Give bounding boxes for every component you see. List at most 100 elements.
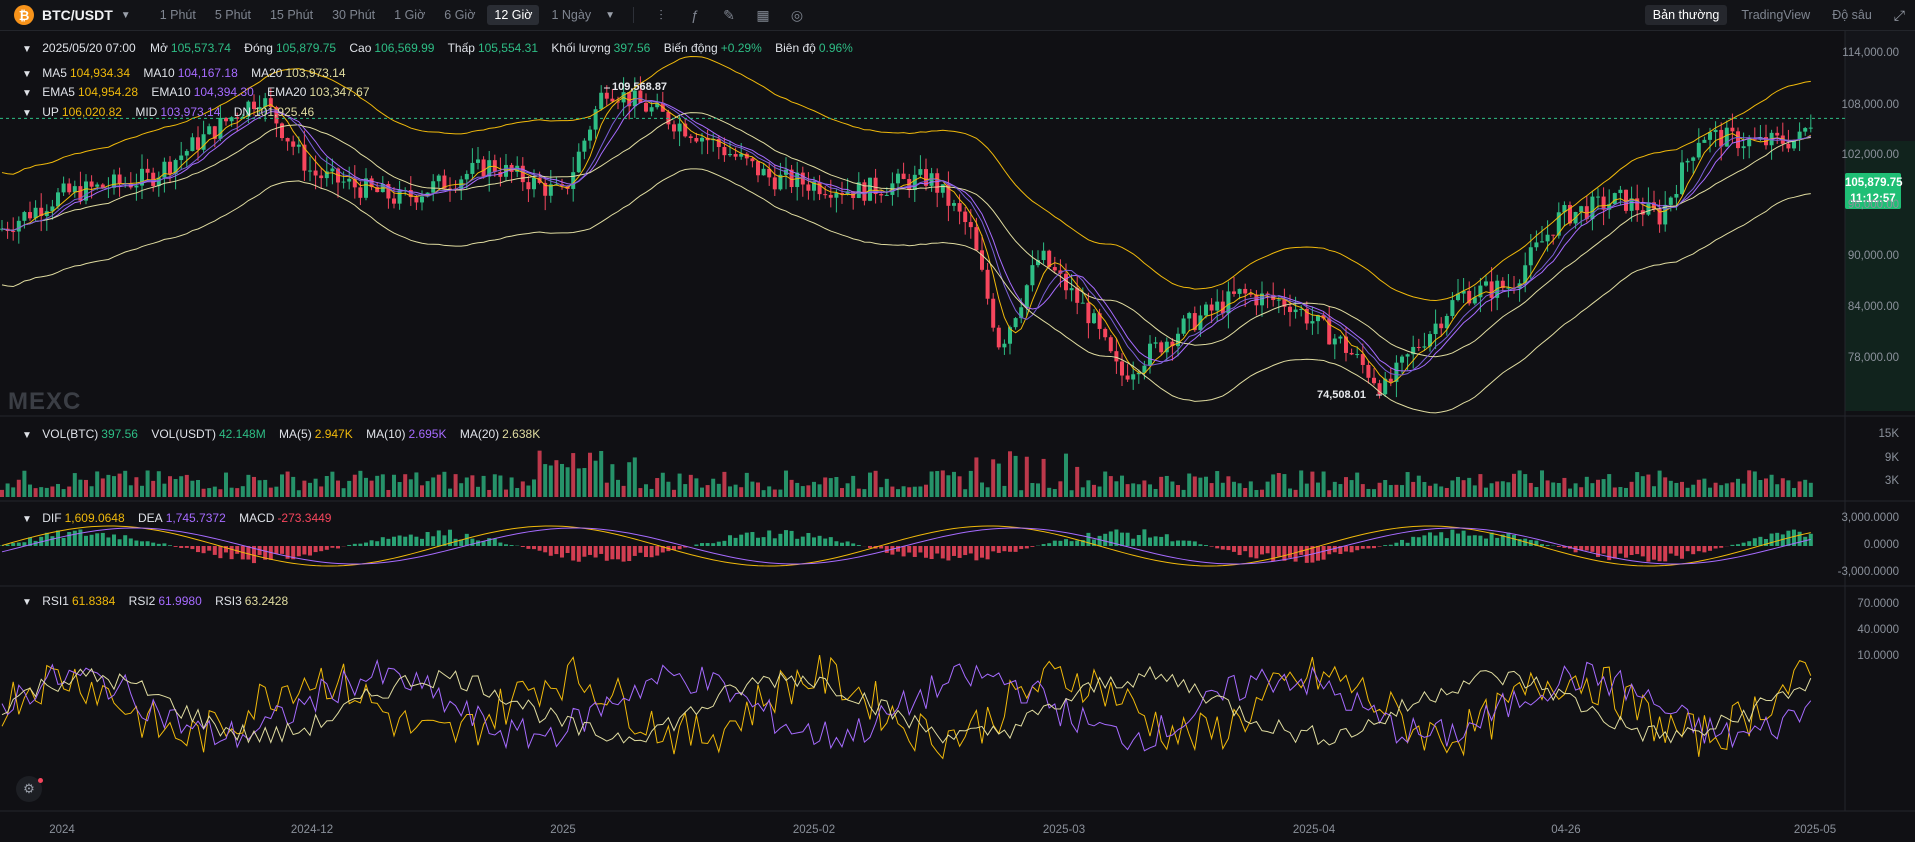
macd-bar <box>672 546 676 550</box>
volume-bar <box>1512 473 1516 497</box>
volume-bar <box>1601 479 1606 497</box>
macd-bar <box>1293 546 1298 562</box>
volume-bar <box>688 474 693 497</box>
candle-body <box>1736 131 1740 149</box>
candle-body <box>1439 323 1444 329</box>
macd-bar <box>319 546 324 552</box>
interval-tab[interactable]: 1 Giờ <box>394 8 426 22</box>
macd-bar <box>772 538 777 546</box>
macd-bar <box>1719 546 1724 548</box>
macd-bar <box>1400 539 1404 546</box>
candle-body <box>341 181 346 183</box>
layout-grid-icon[interactable]: ▦ <box>756 7 770 23</box>
volume-bar <box>28 484 32 497</box>
vol-ma20-label: MA(20) <box>459 427 500 441</box>
volume-bar <box>436 474 441 497</box>
candle-body <box>868 177 872 201</box>
rsi3-line <box>1 665 1812 746</box>
ma5-value: 104,934.34 <box>69 66 130 80</box>
volume-bar <box>140 485 144 497</box>
draw-pencil-icon[interactable]: ✎ <box>723 7 735 23</box>
candle-body <box>1752 138 1757 140</box>
candle-body <box>733 154 738 157</box>
candle-body <box>61 183 66 193</box>
volume-bar <box>476 486 480 497</box>
macd-bar <box>1052 540 1057 546</box>
interval-more-chevron-icon[interactable]: ▼ <box>605 9 615 21</box>
candle-body <box>952 203 956 206</box>
macd-bar <box>128 538 133 546</box>
interval-tab[interactable]: 6 Giờ <box>444 8 476 22</box>
macd-bar <box>1254 546 1259 559</box>
chart-area[interactable]: ▼ 2025/05/20 07:00 Mở 105,573.74 Đóng 105,… <box>0 31 1915 842</box>
volume-bar <box>1304 483 1309 497</box>
indicator-icon[interactable]: ⫶ <box>659 7 663 23</box>
candle-body <box>1232 291 1236 294</box>
macd-bar <box>1030 546 1035 547</box>
macd-bar <box>1691 546 1696 555</box>
macd-tick: -3,000.0000 <box>1837 566 1899 578</box>
macd-bar <box>1808 533 1813 546</box>
rsi-legend[interactable]: ▼ RSI1 61.8384 RSI2 61.9980 RSI3 63.2428 <box>22 594 289 608</box>
view-tab[interactable]: Độ sâu <box>1832 8 1872 22</box>
macd-bar <box>212 546 217 555</box>
boll-legend[interactable]: ▼ UP 106,020.82 MID 103,973.14 DN 101,925.4… <box>22 105 315 119</box>
candle-body <box>504 164 508 177</box>
macd-bar <box>224 546 228 553</box>
macd-bar <box>593 546 598 558</box>
fullscreen-icon[interactable]: ⤢ <box>1893 6 1905 23</box>
macd-legend[interactable]: ▼ DIF 1,609.0648 DEA 1,745.7372 MACD -273.3… <box>22 511 332 525</box>
macd-bar <box>1663 546 1668 562</box>
macd-bar <box>576 546 581 562</box>
volume-bar <box>173 479 178 497</box>
candle-body <box>840 193 844 195</box>
interval-tab[interactable]: 12 Giờ <box>487 5 540 25</box>
candle-body <box>1170 341 1175 347</box>
view-tab[interactable]: TradingView <box>1741 8 1811 22</box>
interval-tab[interactable]: 1 Ngày <box>551 8 592 22</box>
rsi-tick: 10.0000 <box>1857 650 1899 662</box>
ma-legend[interactable]: ▼ MA5 104,934.34 MA10 104,167.18 MA20 103,9… <box>22 66 346 80</box>
macd-bar <box>1002 546 1007 552</box>
view-tab[interactable]: Bản thường <box>1644 5 1728 25</box>
vol-usdt-label: VOL(USDT) <box>151 427 216 441</box>
macd-bar <box>1450 529 1455 546</box>
macd-bar <box>1170 541 1175 546</box>
volume-bar <box>789 479 794 497</box>
chart-settings-button[interactable]: ⚙ <box>16 776 43 802</box>
candle-body <box>134 185 139 188</box>
macd-bar <box>1344 546 1348 552</box>
interval-tab[interactable]: 5 Phút <box>214 8 251 22</box>
candle-body <box>1394 362 1399 382</box>
vol-legend[interactable]: ▼ VOL(BTC) 397.56 VOL(USDT) 42.148M MA(5) 2… <box>22 427 541 441</box>
macd-bar <box>1265 546 1270 554</box>
ema-legend[interactable]: ▼ EMA5 104,954.28 EMA10 104,394.30 EMA20 10… <box>22 85 370 99</box>
interval-tab[interactable]: 30 Phút <box>332 8 376 22</box>
volume-bar <box>935 471 940 497</box>
pair-selector[interactable]: BTC/USDT <box>42 7 113 23</box>
volume-bar <box>532 479 536 497</box>
macd-bar <box>492 538 497 546</box>
camera-icon[interactable]: ◎ <box>790 7 804 23</box>
ma10-label: MA10 <box>143 66 175 80</box>
formula-icon[interactable]: ƒ <box>691 7 699 23</box>
interval-tab[interactable]: 1 Phút <box>159 8 196 22</box>
chevron-down-icon[interactable]: ▼ <box>120 9 131 21</box>
candle-body <box>1668 197 1673 205</box>
candle-body <box>1148 343 1152 366</box>
interval-tab[interactable]: 15 Phút <box>269 8 314 22</box>
candle-body <box>1680 162 1684 195</box>
chart-canvas[interactable] <box>0 31 1915 842</box>
macd-bar <box>946 546 951 561</box>
volume-bar <box>168 476 172 497</box>
candle-body <box>408 189 413 198</box>
candle-body <box>901 173 906 179</box>
volume-bar <box>1808 482 1813 497</box>
volume-bar <box>1052 489 1057 497</box>
candle-body <box>1747 138 1752 147</box>
macd-bar <box>106 537 111 546</box>
volume-bar <box>1164 475 1169 497</box>
candle-body <box>358 187 363 198</box>
macd-bar <box>968 546 973 554</box>
macd-bar <box>582 546 587 557</box>
